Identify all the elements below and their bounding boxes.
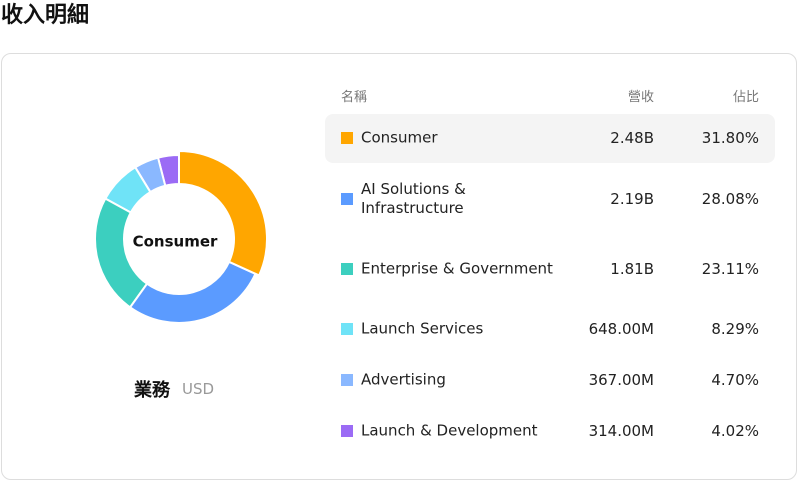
donut-segment[interactable]: [178, 149, 268, 277]
revenue: 648.00M: [588, 320, 654, 338]
share: 4.70%: [711, 371, 759, 389]
center-label: Consumer: [133, 233, 218, 251]
caption: 業務: [134, 380, 170, 401]
legend-swatch: [341, 374, 353, 386]
table-row[interactable]: Consumer 2.48B 31.80%: [325, 113, 775, 163]
legend-swatch: [341, 263, 353, 275]
legend-swatch: [341, 425, 353, 437]
donut-segment[interactable]: [128, 260, 257, 324]
legend-swatch: [341, 323, 353, 335]
table-row[interactable]: Launch & Development 314.00M 4.02%: [325, 407, 775, 456]
page-title: 收入明細: [1, 3, 90, 28]
segment-name: Advertising: [361, 370, 446, 389]
revenue: 2.19B: [610, 190, 654, 208]
segment-name: Launch Services: [361, 319, 484, 338]
segment-name: Enterprise & Government: [361, 259, 553, 278]
revenue: 1.81B: [610, 260, 654, 278]
share: 4.02%: [711, 422, 759, 440]
table-row[interactable]: Advertising 367.00M 4.70%: [325, 356, 775, 405]
legend-swatch: [341, 132, 353, 144]
legend-swatch: [341, 193, 353, 205]
column-header: 名稱: [341, 90, 368, 105]
segment-name: Launch & Development: [361, 421, 538, 440]
donut-segment[interactable]: [94, 197, 149, 309]
card: [1, 53, 797, 480]
column-header: 佔比: [732, 90, 759, 105]
revenue: 314.00M: [588, 422, 654, 440]
column-header: 營收: [627, 90, 654, 105]
segment-name: Consumer: [361, 128, 438, 147]
table-row[interactable]: Enterprise & Government 1.81B 23.11%: [325, 245, 775, 294]
share: 28.08%: [701, 190, 759, 208]
share: 31.80%: [701, 129, 759, 147]
share: 8.29%: [711, 320, 759, 338]
table-row[interactable]: AI Solutions & Infrastructure 2.19B 28.08%: [325, 175, 775, 224]
revenue: 367.00M: [588, 371, 654, 389]
revenue: 2.48B: [610, 129, 654, 147]
donut-segment[interactable]: [133, 156, 167, 194]
share: 23.11%: [701, 260, 759, 278]
table-row[interactable]: Launch Services 648.00M 8.29%: [325, 305, 775, 354]
donut-segment[interactable]: [104, 165, 152, 214]
unit: USD: [182, 380, 215, 398]
segment-name: AI Solutions & Infrastructure: [361, 180, 466, 217]
